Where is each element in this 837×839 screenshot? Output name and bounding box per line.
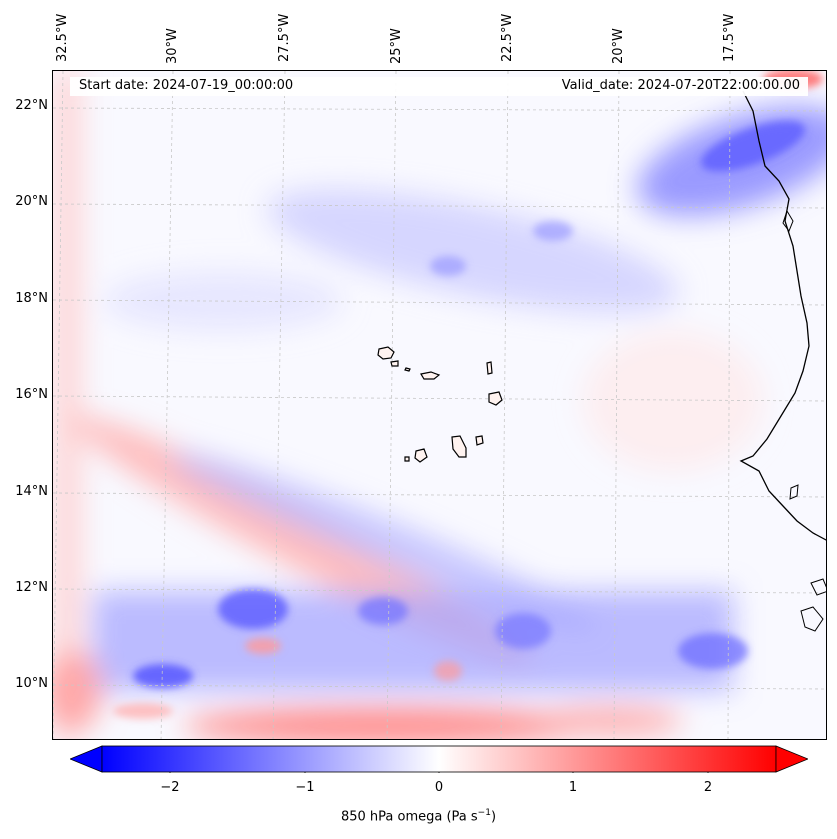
island-sao-nicolau	[420, 371, 441, 380]
colorbar-label-main: 850 hPa omega (Pa s	[340, 809, 478, 825]
lat-label-22n: 22°N	[15, 98, 48, 113]
island-sao-vicente	[390, 360, 399, 367]
island-brava	[404, 456, 410, 462]
island-santa-luzia	[404, 367, 411, 372]
west-africa-coastline	[739, 90, 826, 541]
gridlines	[53, 71, 826, 739]
lat-label-10n: 10°N	[15, 676, 48, 691]
lon-label-25w: 25°W	[389, 28, 404, 64]
island-santo-antao	[377, 346, 395, 360]
lat-label-12n: 12°N	[15, 580, 48, 595]
colorbar-gradient	[101, 745, 777, 773]
colorbar	[70, 745, 808, 773]
island-maio	[475, 435, 484, 446]
broad-anomalies	[53, 71, 826, 739]
lon-label-17-5w: 17.5°W	[722, 13, 737, 62]
coast-inlet	[782, 209, 794, 233]
colorbar-tick-2: 2	[703, 780, 713, 795]
lat-label-18n: 18°N	[15, 291, 48, 306]
island-fogo	[414, 448, 428, 463]
lon-label-27-5w: 27.5°W	[277, 13, 292, 62]
island-sal	[486, 361, 493, 375]
small-cells	[113, 71, 823, 719]
lat-label-20n: 20°N	[15, 194, 48, 209]
date-header	[70, 77, 808, 96]
start-date-label: Start date: 2024-07-19_00:00:00	[79, 78, 294, 93]
cabo-verde-islands	[377, 346, 503, 463]
lat-label-14n: 14°N	[15, 484, 48, 499]
lon-label-32-5w: 32.5°W	[55, 13, 70, 62]
colorbar-tick-1: 1	[568, 780, 578, 795]
colorbar-ticks	[169, 772, 709, 773]
colorbar-max-extend	[775, 745, 808, 773]
lat-label-16n: 16°N	[15, 387, 48, 402]
bijagos-islands	[800, 606, 824, 632]
island-santiago	[451, 435, 467, 458]
gambia-estuary	[789, 484, 799, 500]
coastal-islet	[810, 578, 826, 596]
island-boa-vista	[488, 391, 503, 406]
colorbar-tick-neg2: −2	[160, 780, 180, 795]
colorbar-tick-neg1: −1	[295, 780, 315, 795]
lon-label-22-5w: 22.5°W	[500, 13, 515, 62]
colorbar-min-extend	[70, 745, 103, 773]
colorbar-label-end: )	[490, 809, 497, 825]
valid-date-label: Valid_date: 2024-07-20T22:00:00.00	[561, 78, 800, 93]
colorbar-tick-0: 0	[434, 780, 444, 795]
lon-label-30w: 30°W	[165, 28, 180, 64]
lon-label-20w: 20°W	[611, 28, 626, 64]
omega-field	[53, 71, 826, 739]
colorbar-label: 850 hPa omega (Pa s−1)	[0, 808, 837, 824]
omega-map	[52, 70, 827, 740]
colorbar-label-sup: −1	[477, 808, 491, 818]
